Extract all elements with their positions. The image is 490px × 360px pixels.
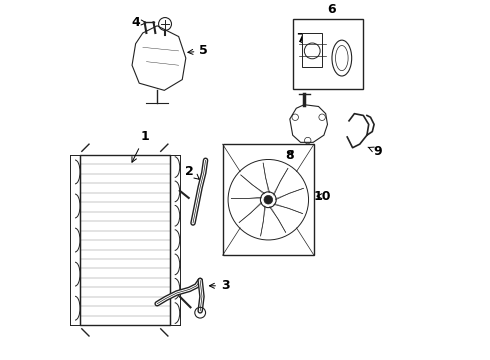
Text: 1: 1 <box>132 130 149 162</box>
Text: 9: 9 <box>368 145 382 158</box>
Text: 7: 7 <box>296 32 305 45</box>
Bar <box>80 155 170 325</box>
Bar <box>294 19 364 89</box>
Text: 6: 6 <box>328 3 336 16</box>
Text: 8: 8 <box>285 149 294 162</box>
Bar <box>222 144 314 255</box>
Text: 2: 2 <box>185 165 199 179</box>
Text: 3: 3 <box>209 279 230 292</box>
Bar <box>302 33 322 67</box>
Text: 10: 10 <box>313 190 331 203</box>
Text: 5: 5 <box>188 44 208 57</box>
Circle shape <box>264 195 272 204</box>
Text: 4: 4 <box>131 16 146 29</box>
